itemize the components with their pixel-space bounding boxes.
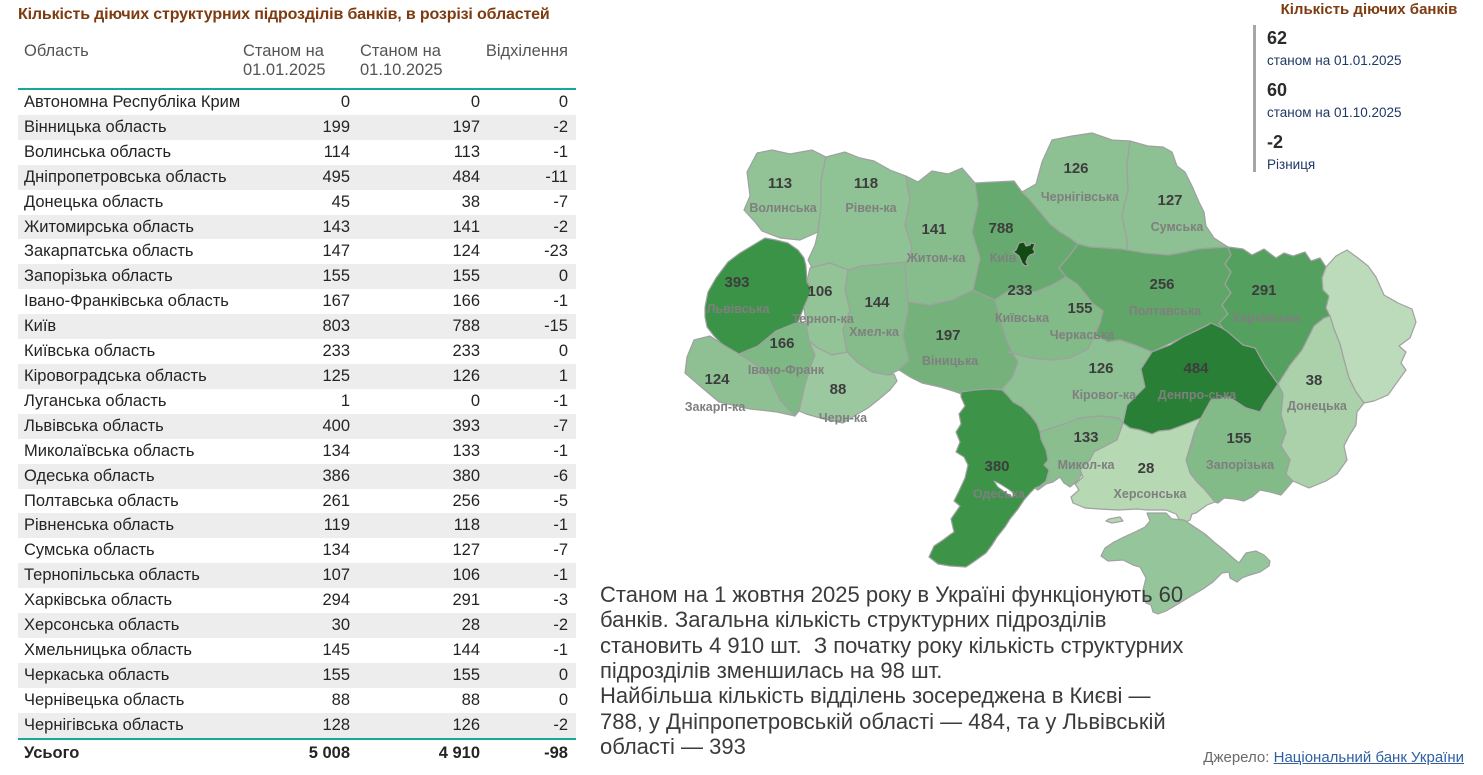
svg-text:113: 113	[768, 175, 792, 192]
svg-text:Полтавська: Полтавська	[1129, 304, 1203, 318]
svg-text:155: 155	[1067, 300, 1092, 317]
svg-text:Львівська: Львівська	[707, 302, 771, 316]
svg-text:Микол-ка: Микол-ка	[1058, 458, 1116, 472]
svg-text:Донецька: Донецька	[1287, 399, 1348, 413]
svg-text:380: 380	[984, 458, 1009, 475]
svg-text:Житом-ка: Житом-ка	[905, 251, 966, 265]
svg-text:Сумська: Сумська	[1151, 220, 1205, 234]
svg-text:393: 393	[724, 274, 749, 291]
svg-text:291: 291	[1251, 282, 1276, 299]
svg-text:144: 144	[864, 294, 890, 311]
svg-text:28: 28	[1138, 460, 1155, 477]
svg-text:Чернігівська: Чернігівська	[1041, 190, 1120, 204]
svg-text:141: 141	[921, 221, 946, 238]
svg-text:155: 155	[1226, 430, 1251, 447]
svg-text:Хмел-ка: Хмел-ка	[849, 325, 900, 339]
svg-text:Волинська: Волинська	[749, 201, 817, 215]
svg-text:Запорізька: Запорізька	[1206, 458, 1275, 472]
svg-text:197: 197	[935, 327, 960, 344]
svg-text:Харківська: Харківська	[1232, 311, 1301, 325]
svg-text:Віницька: Віницька	[922, 354, 979, 368]
svg-text:126: 126	[1088, 360, 1113, 377]
svg-text:124: 124	[704, 371, 730, 388]
svg-text:256: 256	[1149, 276, 1174, 293]
svg-text:106: 106	[807, 283, 832, 300]
svg-text:Терноп-ка: Терноп-ка	[792, 312, 855, 326]
svg-text:Київська: Київська	[995, 311, 1050, 325]
svg-text:127: 127	[1157, 192, 1182, 209]
svg-text:484: 484	[1183, 360, 1209, 377]
svg-text:Херсонська: Херсонська	[1114, 487, 1188, 501]
svg-text:Івано-Франк: Івано-Франк	[748, 363, 825, 377]
svg-text:Денпро-ська: Денпро-ська	[1158, 388, 1237, 402]
svg-text:Одеська: Одеська	[973, 487, 1026, 501]
svg-text:Закарп-ка: Закарп-ка	[685, 400, 747, 414]
svg-text:133: 133	[1073, 429, 1098, 446]
svg-text:Рівен-ка: Рівен-ка	[845, 201, 897, 215]
svg-text:88: 88	[830, 381, 847, 398]
svg-text:Київ: Київ	[990, 251, 1017, 265]
svg-text:788: 788	[988, 220, 1013, 237]
svg-text:Кіровог-ка: Кіровог-ка	[1072, 388, 1137, 402]
svg-text:Черн-ка: Черн-ка	[819, 411, 868, 425]
svg-text:118: 118	[854, 175, 878, 192]
svg-text:126: 126	[1063, 160, 1088, 177]
svg-text:Черкаська: Черкаська	[1050, 328, 1115, 342]
svg-text:166: 166	[769, 335, 794, 352]
svg-text:38: 38	[1306, 372, 1323, 389]
svg-text:233: 233	[1007, 282, 1032, 299]
